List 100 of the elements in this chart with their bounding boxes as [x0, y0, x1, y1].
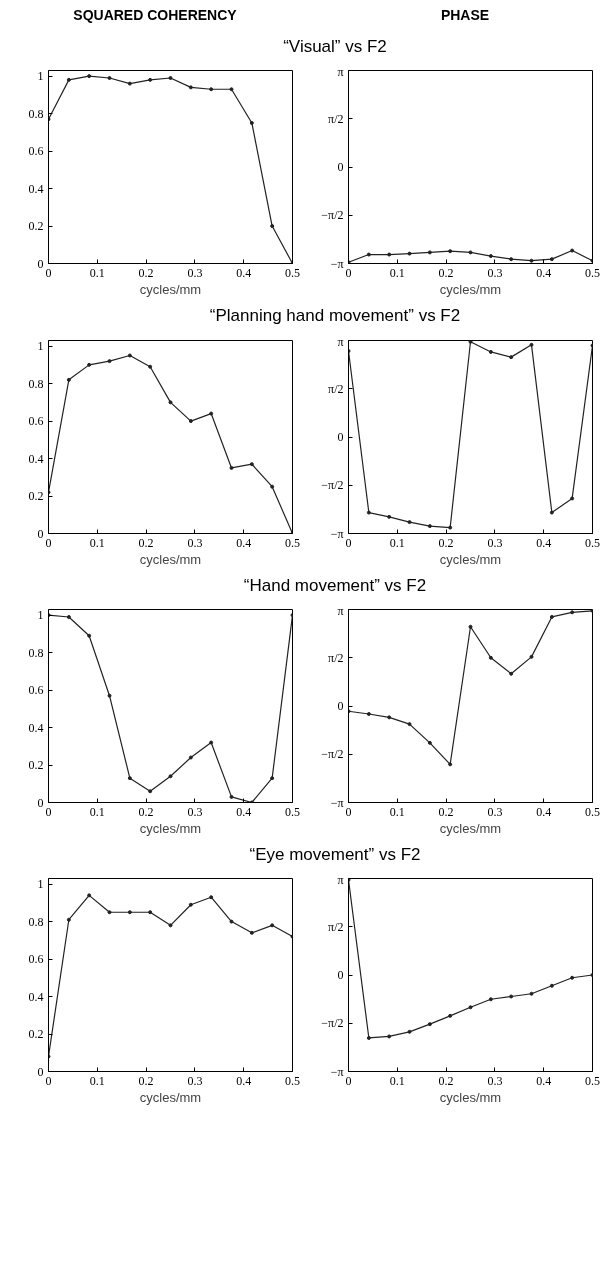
point [549, 614, 554, 619]
point [249, 800, 254, 803]
y-tick-label: 0.2 [28, 219, 44, 234]
x-axis-title: cycles/mm [139, 1089, 202, 1105]
point [188, 755, 193, 760]
point [468, 340, 473, 344]
point [570, 496, 575, 500]
point [348, 709, 351, 714]
point [270, 224, 275, 229]
point [448, 525, 453, 530]
x-tick-label: 0.4 [236, 535, 252, 550]
point [229, 87, 234, 92]
y-tick-label: 0.8 [28, 645, 44, 660]
y-tick-label: 0 [337, 160, 344, 175]
point [366, 252, 371, 257]
y-tick-label: 0.4 [28, 989, 44, 1004]
x-tick-label: 0.2 [138, 535, 154, 550]
point [427, 1022, 432, 1027]
point [549, 983, 554, 988]
y-tick-label: π/2 [328, 919, 344, 934]
y-tick-label: π/2 [328, 381, 344, 396]
point [107, 76, 112, 81]
y-tick-label: 0.4 [28, 181, 44, 196]
point [468, 250, 473, 255]
point [488, 254, 493, 259]
y-tick-label: −π [330, 526, 344, 541]
x-tick-label: 0.5 [285, 804, 300, 819]
y-tick-label: 0.8 [28, 376, 44, 391]
point [448, 1013, 453, 1018]
point [127, 353, 132, 358]
chart-title: SQUARED COHERENCY [73, 6, 237, 25]
x-axis-title: cycles/mm [139, 281, 202, 297]
point [148, 364, 153, 369]
point [366, 510, 371, 515]
point [188, 418, 193, 423]
y-tick-label: π/2 [328, 650, 344, 665]
point [529, 991, 534, 996]
y-tick-label: −π [330, 795, 344, 810]
point [249, 930, 254, 935]
point [348, 348, 351, 353]
y-tick-label: 0.2 [28, 1027, 44, 1042]
y-tick-label: 0.6 [28, 413, 44, 428]
point [107, 910, 112, 915]
point [407, 721, 412, 726]
point [188, 902, 193, 907]
text: “Visual” vs F2 [283, 36, 387, 58]
point [87, 893, 92, 898]
y-tick-label: −π/2 [321, 1016, 344, 1031]
point [529, 342, 534, 347]
x-tick-label: 0.2 [438, 535, 454, 550]
y-tick-label: −π [330, 256, 344, 271]
x-tick-label: 0.5 [585, 1073, 600, 1088]
y-tick-label: π [337, 872, 344, 887]
point [407, 1029, 412, 1034]
y-tick-label: 0.4 [28, 720, 44, 735]
x-tick-label: 0.4 [236, 265, 252, 280]
point [366, 1036, 371, 1041]
y-tick-label: −π/2 [321, 747, 344, 762]
text: “Planning hand movement” vs F2 [209, 305, 461, 328]
point [168, 76, 173, 81]
x-tick-label: 0.4 [236, 1073, 252, 1088]
point [188, 85, 193, 90]
point [249, 461, 254, 466]
x-tick-label: 0.1 [89, 1073, 105, 1088]
point [529, 654, 534, 659]
y-tick-label: 1 [37, 877, 44, 892]
point [427, 740, 432, 745]
point [407, 251, 412, 256]
point [570, 610, 575, 615]
x-tick-label: 0.1 [89, 804, 105, 819]
y-tick-label: 0.6 [28, 144, 44, 159]
x-tick-label: 0.1 [389, 1073, 405, 1088]
point [509, 994, 514, 999]
point [229, 919, 234, 924]
point [387, 1034, 392, 1039]
x-axis-title: cycles/mm [139, 551, 202, 567]
point [168, 399, 173, 404]
point [427, 250, 432, 255]
point [229, 794, 234, 799]
x-tick-label: 0.1 [89, 265, 105, 280]
x-tick-label: 0.4 [536, 265, 552, 280]
x-tick-label: 0.2 [138, 804, 154, 819]
y-tick-label: π/2 [328, 112, 344, 127]
point [148, 789, 153, 794]
point [387, 514, 392, 519]
point [87, 362, 92, 367]
point [570, 248, 575, 253]
x-tick-label: 0.5 [585, 804, 600, 819]
x-tick-label: 0.1 [389, 265, 405, 280]
x-tick-label: 0.3 [187, 265, 203, 280]
y-tick-label: −π [330, 1064, 344, 1079]
point [66, 78, 71, 83]
x-tick-label: 0.2 [438, 265, 454, 280]
point [127, 81, 132, 86]
point [509, 671, 514, 676]
point [127, 775, 132, 780]
point [270, 484, 275, 489]
x-tick-label: 0.3 [487, 265, 503, 280]
y-tick-label: 0 [337, 968, 344, 983]
chart-title: PHASE [440, 6, 490, 25]
